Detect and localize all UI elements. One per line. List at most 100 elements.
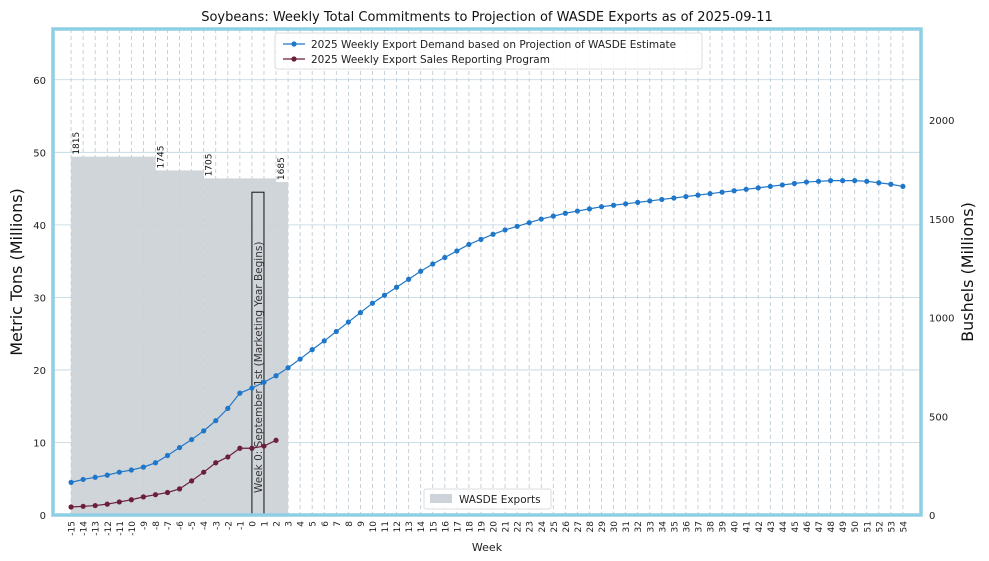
- x-tick-label: -4: [200, 521, 210, 530]
- series-point-1: [574, 208, 581, 214]
- series-point-2: [237, 445, 243, 451]
- series-point-1: [803, 179, 810, 185]
- series-point-1: [598, 204, 605, 210]
- y-tick-label: 60: [33, 76, 46, 87]
- x-tick-label: 41: [743, 521, 753, 532]
- plot-frame: [51, 27, 923, 517]
- legend-marker-2: [291, 56, 297, 62]
- series-point-1: [152, 460, 159, 466]
- series-point-1: [526, 220, 532, 226]
- series-point-1: [840, 178, 846, 184]
- wasde-bar-label: 1745: [156, 146, 166, 169]
- series-point-1: [285, 365, 291, 371]
- series-point-2: [116, 499, 122, 505]
- x-tick-label: 31: [622, 521, 632, 532]
- series-point-2: [164, 489, 171, 496]
- series-point-2: [152, 492, 159, 498]
- x-tick-label: 21: [502, 521, 512, 532]
- y-tick-label: 40: [33, 221, 46, 232]
- series-point-1: [623, 201, 629, 207]
- x-tick-label: -5: [188, 521, 198, 530]
- x-tick-label: 9: [357, 521, 367, 527]
- x-tick-label: -8: [152, 521, 162, 530]
- series-point-1: [767, 183, 773, 190]
- x-tick-label: 25: [550, 521, 560, 532]
- y-tick-label: 30: [33, 293, 46, 304]
- series-point-1: [478, 236, 484, 242]
- series-point-1: [189, 436, 195, 443]
- x-tick-label: 35: [670, 521, 680, 532]
- series-point-1: [430, 261, 436, 267]
- legend-marker-1: [291, 41, 297, 47]
- series-point-2: [273, 437, 279, 443]
- x-tick-label: 0: [248, 521, 258, 527]
- x-tick-label: -1: [236, 521, 246, 530]
- x-tick-label: 16: [441, 521, 451, 533]
- x-tick-label: -13: [92, 521, 102, 536]
- x-tick-label: 3: [285, 521, 295, 527]
- x-tick-label: 15: [429, 521, 439, 532]
- wasde-bar: [71, 156, 156, 516]
- series-point-1: [550, 213, 556, 219]
- x-tick-label: 45: [791, 521, 801, 532]
- legend-label-1: 2025 Weekly Export Demand based on Proje…: [311, 39, 676, 51]
- series-point-1: [562, 210, 568, 216]
- y2-tick-label: 1500: [929, 215, 954, 226]
- x-tick-label: 36: [682, 521, 692, 533]
- series-point-1: [695, 192, 701, 198]
- x-tick-label: 32: [634, 521, 644, 532]
- series-point-1: [176, 444, 183, 451]
- x-tick-label: 46: [803, 521, 813, 533]
- x-tick-label: 47: [815, 521, 825, 532]
- x-tick-label: -6: [176, 521, 186, 530]
- y-tick-label: 0: [40, 511, 46, 522]
- series-point-1: [80, 476, 86, 483]
- series-point-1: [538, 216, 544, 222]
- y-tick-label: 20: [33, 366, 46, 377]
- x-tick-label: 22: [514, 521, 524, 532]
- x-tick-label: 14: [417, 521, 427, 533]
- wasde-bar: [155, 170, 204, 515]
- series-point-1: [514, 223, 520, 229]
- x-tick-label: 38: [707, 521, 717, 533]
- x-tick-label: -9: [140, 521, 150, 530]
- x-tick-label: -14: [80, 521, 90, 536]
- series-point-2: [249, 445, 255, 451]
- x-tick-label: 12: [393, 521, 403, 532]
- series-point-1: [104, 472, 110, 478]
- series-point-1: [864, 178, 870, 184]
- x-tick-label: 23: [526, 521, 536, 532]
- series-point-1: [237, 390, 243, 396]
- series-point-1: [406, 276, 412, 282]
- series-point-1: [635, 199, 641, 205]
- x-tick-label: 28: [586, 521, 596, 533]
- y2-tick-label: 0: [929, 511, 935, 522]
- x-tick-label: -7: [164, 521, 174, 530]
- series-point-2: [176, 486, 183, 492]
- wasde-bar-label: 1685: [277, 157, 287, 180]
- series-point-1: [273, 373, 279, 379]
- series-point-1: [502, 227, 508, 233]
- series-point-1: [68, 479, 74, 485]
- x-tick-label: -2: [224, 521, 234, 530]
- x-tick-label: 13: [405, 521, 415, 532]
- x-tick-label: 4: [297, 521, 307, 527]
- wasde-bar-label: 1705: [205, 154, 215, 177]
- series-point-1: [659, 196, 665, 203]
- x-tick-label: 40: [731, 521, 741, 533]
- x-tick-label: 7: [333, 521, 343, 527]
- x-tick-label: -15: [68, 521, 78, 536]
- series-point-2: [201, 469, 207, 475]
- series-point-1: [743, 186, 749, 192]
- series-point-1: [827, 178, 834, 184]
- x-tick-label: 49: [839, 521, 849, 533]
- x-tick-label: 54: [899, 521, 909, 533]
- series-point-1: [116, 469, 122, 475]
- x-tick-label: 51: [863, 521, 873, 532]
- x-tick-label: 1: [260, 521, 270, 527]
- x-tick-label: 5: [309, 521, 319, 527]
- y-tick-label: 10: [33, 438, 46, 449]
- x-tick-label: 24: [538, 521, 548, 533]
- series-point-1: [249, 385, 255, 391]
